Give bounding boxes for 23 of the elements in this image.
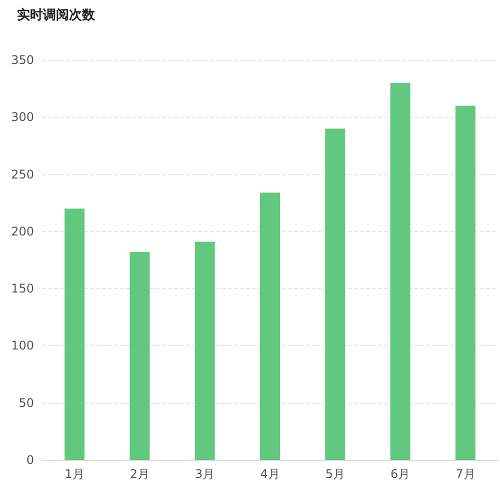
y-tick-label: 350 xyxy=(11,53,34,67)
bar xyxy=(455,106,476,460)
y-tick-label: 200 xyxy=(11,224,34,238)
bar xyxy=(390,82,410,460)
bar xyxy=(194,242,215,460)
bar xyxy=(260,192,280,460)
bar xyxy=(64,208,85,460)
x-tick-label: 1月 xyxy=(64,467,84,481)
x-tick-label: 6月 xyxy=(390,467,410,481)
x-tick-label: 3月 xyxy=(195,467,215,481)
y-tick-label: 150 xyxy=(11,282,34,296)
x-tick-label: 5月 xyxy=(325,467,345,481)
x-tick-label: 2月 xyxy=(130,467,150,481)
y-tick-label: 300 xyxy=(11,110,34,124)
x-tick-label: 7月 xyxy=(456,467,476,481)
y-tick-label: 250 xyxy=(11,167,34,182)
y-tick-label: 100 xyxy=(11,338,34,353)
bar xyxy=(325,128,346,460)
x-tick-label: 4月 xyxy=(260,467,280,481)
chart-title: 实时调阅次数 xyxy=(17,7,96,23)
y-tick-label: 0 xyxy=(26,453,34,467)
y-tick-label: 50 xyxy=(18,396,34,410)
bar xyxy=(130,252,150,460)
